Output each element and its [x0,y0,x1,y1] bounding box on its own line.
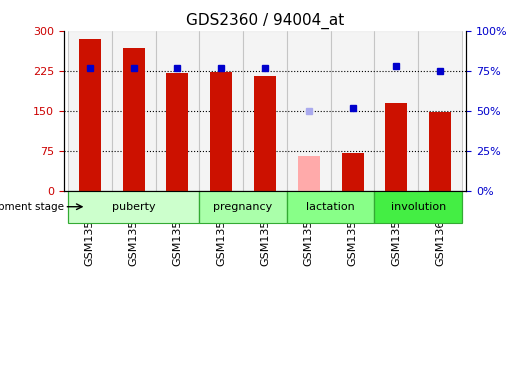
Bar [254,76,276,191]
Bar [112,31,155,191]
FancyBboxPatch shape [287,191,375,223]
Bar [298,156,320,191]
Text: involution: involution [391,202,446,212]
Text: lactation: lactation [306,202,355,212]
Bar [79,39,101,191]
Text: pregnancy: pregnancy [214,202,273,212]
Title: GDS2360 / 94004_at: GDS2360 / 94004_at [186,13,344,29]
Bar [418,31,462,191]
Bar [123,48,145,191]
FancyBboxPatch shape [68,191,199,223]
Bar [155,31,199,191]
Bar [429,112,451,191]
Bar [342,153,364,191]
FancyBboxPatch shape [199,191,287,223]
Text: puberty: puberty [112,202,155,212]
Bar [210,72,232,191]
Bar [331,31,375,191]
Text: development stage: development stage [0,202,65,212]
Bar [166,73,188,191]
FancyBboxPatch shape [375,191,462,223]
Bar [375,31,418,191]
Bar [385,103,407,191]
Bar [199,31,243,191]
Bar [287,31,331,191]
Bar [243,31,287,191]
Bar [68,31,112,191]
